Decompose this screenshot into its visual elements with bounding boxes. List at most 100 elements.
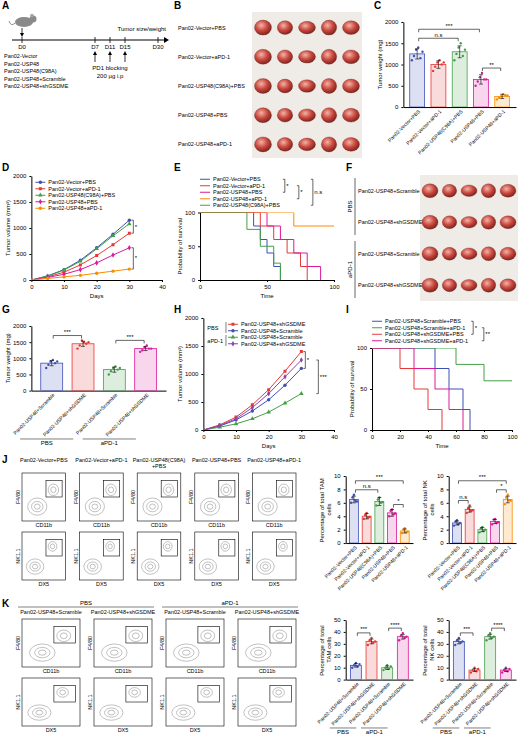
- marker: [251, 405, 254, 411]
- y-axis: 050100: [357, 345, 373, 433]
- x-axis: Pan02-Vector+PBSPan02-Vector+aPD-1Pan02-…: [426, 544, 516, 592]
- plot-title: Pan02-USP48+PBS: [192, 457, 242, 463]
- tick: 100: [507, 430, 518, 440]
- point: [443, 61, 445, 63]
- tick-label: 10: [334, 665, 341, 671]
- contour: [201, 630, 215, 642]
- axis-title: CD11b: [266, 522, 283, 528]
- label-line: Pan02-USP48+Scramble: [20, 609, 82, 615]
- point: [461, 640, 463, 642]
- marker: [31, 278, 33, 280]
- tumor: [321, 108, 336, 123]
- bar-chart: 0246810Pan02-Vector+PBSPan02-Vector+aPD-…: [422, 473, 517, 591]
- axis-title: Tumor weight (mg): [5, 333, 11, 383]
- contour: [179, 647, 194, 657]
- tick-mark: [201, 346, 203, 347]
- tick-label: 30: [437, 641, 444, 647]
- bracket: [458, 481, 506, 484]
- group-line: [162, 607, 298, 608]
- legend: Pan02-USP48+Scramble+PBSPan02-USP48+Scra…: [372, 318, 468, 344]
- marker: [234, 421, 239, 425]
- tick: 2000: [13, 173, 31, 179]
- axis-line: [204, 430, 335, 431]
- contour: [254, 650, 262, 655]
- tick-label: Pan02-Vector+aPD-1: [405, 108, 443, 146]
- series-line: [203, 394, 301, 430]
- gate: [198, 686, 219, 702]
- y-axis: 0246810: [437, 473, 449, 546]
- arrow: [95, 54, 96, 62]
- tick-mark: [447, 543, 449, 544]
- label-line: Probability of survival: [349, 361, 355, 418]
- axis-title: Probability of survival: [349, 361, 355, 418]
- tick: 2: [440, 527, 448, 533]
- tick-label: Pan02-USP48+PBS: [449, 108, 485, 144]
- legend-swatch: [200, 205, 210, 206]
- tick-mark: [236, 430, 237, 432]
- significance: n.s: [459, 494, 467, 500]
- tumor: [442, 184, 456, 197]
- bar: [103, 370, 125, 391]
- point: [362, 518, 364, 520]
- point: [496, 98, 498, 100]
- point: [489, 632, 491, 634]
- tick-mark: [334, 430, 335, 432]
- significance: **: [489, 62, 494, 68]
- point: [381, 501, 383, 503]
- point: [384, 666, 386, 668]
- tick: 0: [202, 430, 206, 440]
- bracket: [460, 633, 473, 636]
- tick-mark: [447, 656, 449, 657]
- tick-label: Pan02-USP48+shGSDME: [361, 680, 407, 726]
- tick-mark: [344, 503, 346, 504]
- point: [440, 63, 442, 65]
- row-label: Pan02-USP48+shGSDME: [358, 282, 423, 288]
- tick: 500: [16, 372, 31, 378]
- treatment: PD1 blocking: [92, 65, 127, 71]
- bar: [491, 522, 500, 543]
- bar: [375, 501, 384, 543]
- plot-title: Pan02-USP48+aPD-1: [247, 457, 301, 463]
- annotations: *******: [460, 622, 504, 636]
- tick: 10: [334, 665, 346, 671]
- tick: 50: [188, 244, 200, 250]
- point: [493, 635, 495, 637]
- contour: [262, 501, 274, 511]
- contour: [207, 504, 213, 509]
- tumor: [277, 108, 292, 122]
- group-label: Pan02-USP48(C98A): [4, 68, 57, 74]
- contour: [51, 487, 56, 493]
- axis-title: NK1.1: [73, 548, 79, 563]
- label-line: cells: [326, 504, 332, 516]
- marker: [94, 246, 99, 250]
- tick-mark: [372, 430, 373, 432]
- tick-mark: [344, 543, 346, 544]
- point: [390, 665, 392, 667]
- tick-label: 10: [334, 473, 341, 479]
- x-axis: 010203040: [202, 430, 338, 440]
- tick: 1500: [13, 340, 31, 346]
- tick-mark: [401, 86, 403, 87]
- bracket: [357, 633, 370, 636]
- group-line: [433, 727, 460, 728]
- tumor: [321, 79, 336, 94]
- gate: [219, 481, 235, 497]
- row-label: Pan02-USP48(C98A)+PBS: [178, 83, 245, 89]
- row-label: Pan02-Vector+aPD-1: [178, 54, 230, 60]
- axis-title: CD11b: [93, 522, 110, 528]
- label-line: Percentage of total NK: [422, 479, 428, 541]
- tick: 40: [425, 430, 432, 440]
- error-bar: [390, 510, 394, 517]
- tick-label: 40: [425, 434, 432, 440]
- tick: 2000: [13, 323, 31, 329]
- tick-mark: [370, 348, 372, 349]
- contour: [60, 633, 67, 639]
- point: [85, 343, 87, 345]
- point: [484, 528, 486, 530]
- legend-swatch: [39, 199, 42, 205]
- tick-label: 1500: [385, 41, 399, 47]
- axis-title: DX5: [118, 727, 129, 733]
- tumor: [442, 247, 456, 260]
- axis-title: Probability of survival: [177, 218, 183, 275]
- row-label: Pan02-USP48+aPD-1: [178, 141, 232, 147]
